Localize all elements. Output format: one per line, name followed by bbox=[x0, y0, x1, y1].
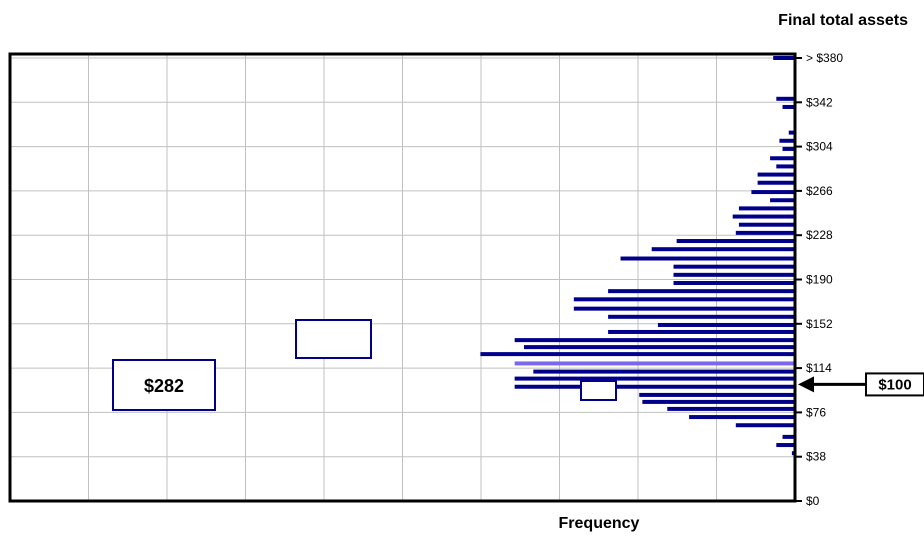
histogram-bar bbox=[642, 399, 795, 404]
histogram-bar bbox=[782, 146, 795, 151]
histogram-bar bbox=[523, 345, 795, 350]
histogram-bar bbox=[573, 297, 795, 302]
y-tick-label: $38 bbox=[806, 450, 826, 464]
y-tick-label: $266 bbox=[806, 184, 833, 198]
histogram-bar bbox=[770, 198, 795, 203]
histogram-bar bbox=[608, 329, 795, 334]
y-tick-label: $152 bbox=[806, 317, 833, 331]
value-box-label: $282 bbox=[144, 376, 184, 396]
histogram-bar bbox=[689, 415, 795, 420]
histogram-bar bbox=[651, 247, 795, 252]
histogram-bar bbox=[620, 256, 795, 261]
histogram-bar bbox=[573, 306, 795, 311]
histogram-bar bbox=[757, 172, 795, 177]
y-tick-label: $228 bbox=[806, 228, 833, 242]
histogram-bar bbox=[514, 384, 795, 389]
y-tick-label: $304 bbox=[806, 140, 833, 154]
pointer-label: $100 bbox=[878, 376, 911, 393]
histogram-bar bbox=[735, 230, 795, 235]
histogram-bar bbox=[779, 138, 795, 143]
x-axis-label: Frequency bbox=[559, 515, 640, 532]
histogram-bar bbox=[608, 314, 795, 319]
histogram-bar bbox=[514, 361, 795, 366]
histogram-bar bbox=[673, 264, 795, 269]
y-tick-label: $0 bbox=[806, 494, 820, 508]
histogram-bar bbox=[514, 338, 795, 343]
y-tick-label: $190 bbox=[806, 273, 833, 287]
empty-box-small bbox=[580, 380, 617, 401]
pointer-arrow-icon bbox=[798, 376, 814, 393]
histogram-bar bbox=[776, 164, 795, 169]
histogram-bar bbox=[673, 272, 795, 277]
histogram-bar bbox=[782, 434, 795, 439]
histogram-bar bbox=[514, 376, 795, 381]
grid-lines bbox=[10, 54, 795, 501]
histogram-bar bbox=[735, 423, 795, 428]
y-tick-label: $342 bbox=[806, 95, 833, 109]
histogram-bar bbox=[776, 443, 795, 448]
y-tick-label: > $380 bbox=[806, 51, 843, 65]
y-tick-label: $76 bbox=[806, 405, 826, 419]
histogram-bar bbox=[533, 369, 795, 374]
histogram-bar bbox=[757, 180, 795, 185]
y-axis-ticks: $0 $38 $76 $114 $152 $190 $228 $266 $304 $342 > $3… bbox=[795, 51, 843, 508]
y-tick-label: $114 bbox=[806, 361, 832, 375]
empty-box-middle bbox=[295, 319, 372, 359]
plot-frame bbox=[8, 52, 797, 503]
histogram-bar bbox=[676, 239, 795, 244]
histogram-bar bbox=[639, 392, 795, 397]
histogram-bar bbox=[770, 156, 795, 161]
histogram-bar bbox=[791, 451, 795, 456]
pointer-box bbox=[865, 372, 924, 397]
histogram-bar bbox=[738, 206, 795, 211]
value-box bbox=[112, 359, 216, 411]
histogram-bar bbox=[788, 130, 795, 135]
histogram-bar bbox=[608, 289, 795, 294]
histogram-bar bbox=[782, 104, 795, 109]
histogram-bar bbox=[673, 280, 795, 285]
histogram-bar bbox=[773, 56, 795, 60]
histogram-bar bbox=[657, 322, 795, 327]
histogram-bar bbox=[480, 352, 795, 357]
histogram-bar bbox=[751, 190, 795, 195]
chart-title: Final total assets bbox=[778, 12, 908, 29]
histogram-bar bbox=[667, 406, 795, 411]
histogram-bar bbox=[732, 214, 795, 219]
histogram-bar bbox=[738, 222, 795, 227]
bars-group bbox=[480, 56, 795, 456]
histogram-bar bbox=[776, 96, 795, 101]
